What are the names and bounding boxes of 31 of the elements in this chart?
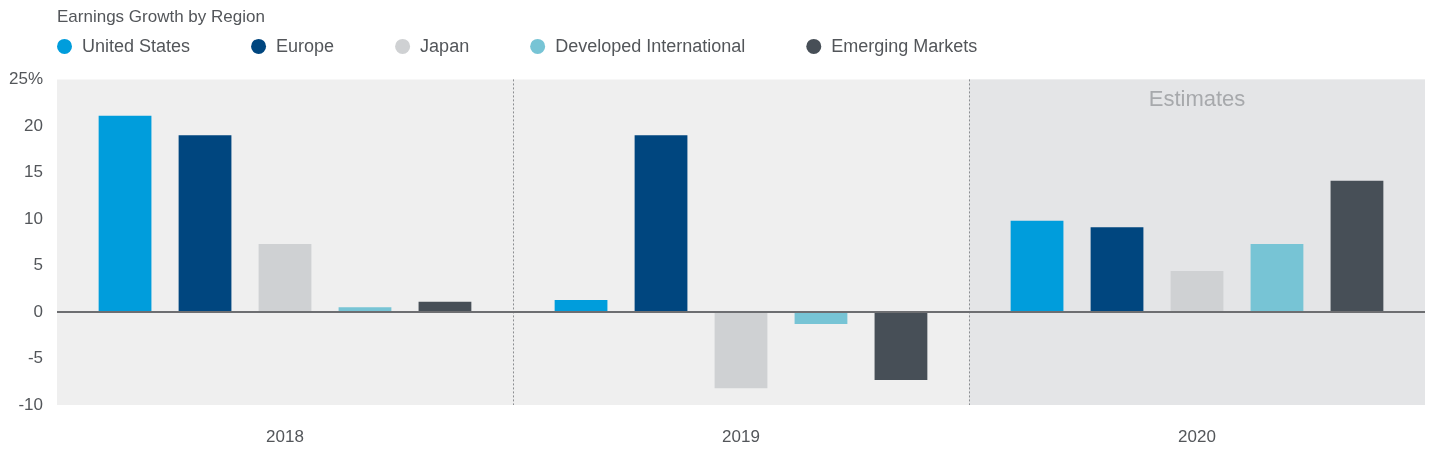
legend-label: Developed International (555, 36, 746, 57)
bar (794, 311, 848, 325)
y-tick-label: 20 (24, 115, 43, 135)
y-tick-label: -5 (27, 348, 43, 368)
band-label: Estimates (1148, 86, 1246, 112)
bar (98, 115, 152, 312)
bar (714, 311, 768, 389)
y-tick-label: 10 (24, 208, 43, 228)
x-tick-label: 2019 (722, 426, 760, 446)
x-tick-label: 2018 (266, 426, 304, 446)
bar (554, 299, 608, 312)
legend-label: Emerging Markets (831, 36, 978, 57)
y-tick-label: 5 (33, 255, 43, 275)
chart-title: Earnings Growth by Region (57, 6, 265, 26)
bar (1170, 271, 1224, 312)
bar (1330, 180, 1384, 312)
bar (1090, 227, 1144, 312)
bar (1010, 220, 1064, 312)
y-tick-label: 15 (24, 162, 43, 182)
bar (634, 135, 688, 312)
x-tick-label: 2020 (1178, 426, 1216, 446)
legend-label: Japan (420, 36, 470, 57)
bar (1250, 244, 1304, 312)
y-tick-label: 25% (8, 69, 43, 89)
legend-label: United States (82, 36, 191, 57)
y-tick-label: -10 (18, 394, 43, 414)
legend-label: Europe (276, 36, 335, 57)
bar (258, 244, 312, 312)
bar (178, 135, 232, 312)
bar (874, 311, 928, 380)
y-tick-label: 0 (33, 301, 43, 321)
